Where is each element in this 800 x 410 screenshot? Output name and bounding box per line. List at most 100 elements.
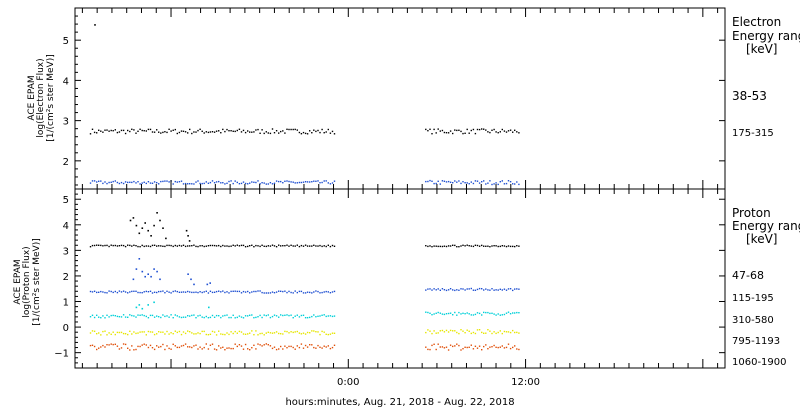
data-point bbox=[331, 182, 334, 184]
data-point bbox=[474, 313, 477, 316]
data-point bbox=[174, 128, 176, 131]
data-point bbox=[222, 315, 224, 317]
data-point bbox=[187, 315, 189, 317]
data-point bbox=[108, 332, 110, 334]
data-point bbox=[201, 348, 203, 350]
data-point bbox=[509, 347, 512, 350]
data-point bbox=[491, 312, 493, 314]
data-point bbox=[269, 245, 272, 247]
data-point bbox=[150, 235, 152, 237]
electron-legend: Electron Energy range [keV] 38-53 175-31… bbox=[732, 15, 800, 139]
data-point bbox=[493, 245, 495, 247]
data-point bbox=[234, 180, 236, 182]
data-point bbox=[127, 292, 129, 294]
data-point bbox=[429, 128, 431, 130]
data-point bbox=[168, 128, 170, 130]
data-point bbox=[284, 314, 286, 316]
data-point bbox=[302, 292, 305, 294]
data-point bbox=[288, 290, 290, 293]
data-point bbox=[439, 346, 441, 348]
data-point bbox=[259, 344, 261, 346]
data-point bbox=[327, 333, 329, 336]
data-point bbox=[226, 128, 228, 131]
data-point bbox=[176, 132, 178, 135]
data-point bbox=[170, 244, 172, 247]
data-point bbox=[292, 346, 294, 349]
data-point bbox=[195, 291, 197, 293]
data-point bbox=[509, 245, 512, 248]
data-point bbox=[269, 316, 272, 319]
data-point bbox=[189, 291, 191, 293]
proton-legend-unit: [keV] bbox=[746, 232, 777, 246]
data-point bbox=[452, 132, 454, 135]
data-point bbox=[151, 347, 154, 349]
data-point bbox=[91, 291, 94, 293]
data-point bbox=[147, 181, 150, 183]
data-point bbox=[468, 330, 470, 332]
data-point bbox=[495, 332, 497, 335]
data-point bbox=[232, 332, 234, 335]
data-point bbox=[443, 245, 446, 247]
data-point bbox=[329, 292, 332, 294]
data-point bbox=[242, 348, 245, 350]
data-point bbox=[122, 244, 125, 247]
data-point bbox=[135, 290, 137, 292]
data-point bbox=[495, 289, 497, 291]
data-point bbox=[199, 346, 201, 348]
data-point bbox=[278, 180, 280, 183]
data-point bbox=[321, 291, 323, 294]
data-point bbox=[104, 317, 106, 319]
data-point bbox=[199, 332, 201, 335]
data-point bbox=[514, 345, 516, 347]
data-point bbox=[213, 182, 216, 184]
data-point bbox=[182, 344, 185, 347]
data-point bbox=[433, 330, 435, 332]
data-point bbox=[187, 290, 189, 293]
data-point bbox=[93, 330, 96, 332]
data-point bbox=[98, 291, 100, 293]
data-point bbox=[108, 344, 110, 346]
data-point bbox=[323, 314, 325, 316]
data-point bbox=[443, 131, 446, 134]
proton-legend-series: 795-1193 bbox=[732, 336, 780, 347]
data-point bbox=[429, 348, 431, 351]
data-point bbox=[120, 129, 123, 132]
electron-legend-series: 38-53 bbox=[732, 89, 767, 103]
data-point bbox=[518, 348, 520, 351]
data-point bbox=[205, 333, 207, 336]
data-point bbox=[319, 182, 321, 184]
data-point bbox=[321, 330, 323, 333]
data-point bbox=[329, 183, 332, 185]
data-point bbox=[93, 345, 96, 348]
data-point bbox=[437, 245, 439, 248]
data-point bbox=[184, 131, 187, 133]
data-point bbox=[218, 345, 220, 347]
data-point bbox=[159, 219, 161, 222]
data-point bbox=[495, 346, 497, 348]
data-point bbox=[278, 244, 280, 246]
data-point bbox=[158, 245, 160, 247]
data-point bbox=[220, 132, 222, 134]
data-point bbox=[96, 244, 98, 246]
data-point bbox=[331, 346, 334, 349]
data-point bbox=[306, 181, 309, 183]
data-point bbox=[203, 245, 205, 248]
data-point bbox=[118, 245, 121, 247]
data-point bbox=[228, 245, 230, 248]
data-point bbox=[472, 348, 475, 350]
data-point bbox=[89, 290, 92, 293]
data-point bbox=[207, 317, 210, 319]
data-point bbox=[207, 182, 210, 184]
data-point bbox=[244, 333, 247, 335]
data-point bbox=[462, 330, 464, 332]
data-point bbox=[153, 291, 156, 293]
data-point bbox=[433, 128, 435, 131]
data-point bbox=[460, 182, 462, 185]
data-point bbox=[213, 131, 216, 133]
data-point bbox=[306, 331, 309, 334]
data-point bbox=[429, 312, 431, 314]
data-point bbox=[180, 245, 183, 247]
data-point bbox=[495, 314, 497, 316]
data-point bbox=[182, 183, 185, 185]
data-point bbox=[263, 334, 265, 336]
